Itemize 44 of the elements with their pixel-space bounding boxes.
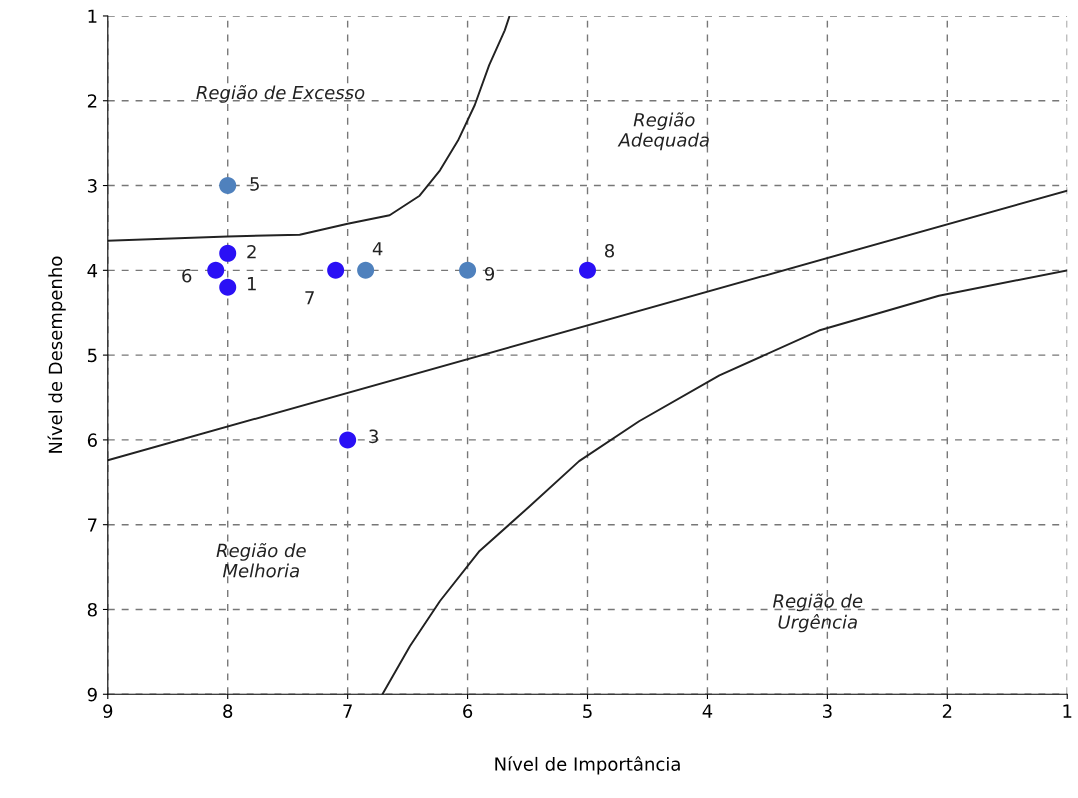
y-axis-title: Nível de Desempenho (47, 256, 66, 453)
y-tick-label: 2 (87, 94, 97, 108)
annotation: Região de Melhoria (216, 542, 306, 578)
annotation: 2 (247, 244, 256, 259)
annotation: Região de Urgência (772, 593, 863, 633)
y-tick-label: 9 (87, 687, 97, 702)
y-tick-label: 5 (87, 348, 97, 363)
annotation: 9 (484, 266, 495, 281)
line-series (381, 269, 1068, 695)
annotation: 1 (247, 277, 256, 291)
x-tick-label: 5 (583, 704, 592, 718)
x-tick-label: 6 (463, 704, 473, 718)
annotation: 7 (305, 291, 314, 305)
point (207, 261, 225, 279)
x-axis-title: Nível de Importância (495, 756, 680, 775)
y-tick-label: 6 (87, 433, 97, 448)
annotation: Região de Excesso (196, 85, 365, 103)
point (339, 431, 357, 449)
x-tick-label: 9 (103, 704, 113, 718)
y-tick-label: 7 (88, 518, 97, 532)
annotation: Região Adequada (617, 112, 709, 151)
x-tick-label: 4 (702, 704, 713, 718)
annotation: 8 (604, 243, 615, 258)
y-tick-label: 8 (87, 602, 97, 617)
annotation: 6 (182, 268, 192, 283)
line-series (107, 15, 511, 242)
annotation: 3 (369, 429, 378, 444)
point (357, 261, 375, 279)
annotation: 5 (250, 177, 259, 191)
x-tick-label: 2 (942, 704, 952, 718)
point (219, 244, 237, 262)
x-tick-label: 1 (1063, 704, 1072, 718)
point (327, 261, 345, 279)
x-tick-label: 3 (823, 704, 832, 718)
annotation: 4 (372, 242, 383, 256)
point (459, 261, 477, 279)
y-tick-label: 1 (88, 9, 97, 23)
y-tick-label: 3 (87, 178, 97, 193)
point (579, 261, 597, 279)
x-tick-label: 8 (223, 704, 233, 718)
point (219, 177, 237, 195)
y-tick-label: 4 (87, 264, 98, 278)
x-tick-label: 7 (343, 704, 352, 718)
point (219, 278, 237, 296)
